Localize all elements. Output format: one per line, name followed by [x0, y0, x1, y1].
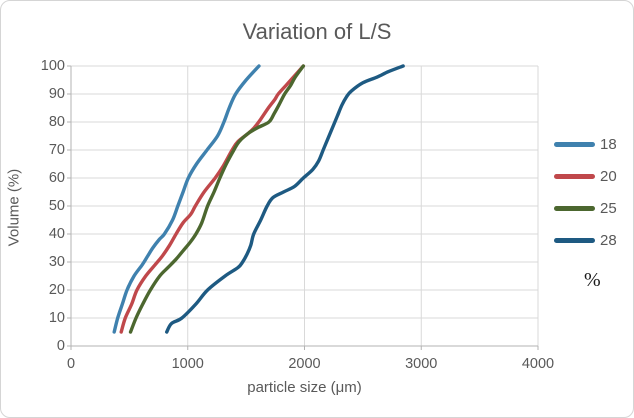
x-tick-label: 4000 — [521, 356, 555, 372]
legend-item-18: 18 — [554, 135, 617, 153]
y-tick-label: 90 — [48, 86, 65, 102]
chart-title: Variation of L/S — [242, 19, 392, 44]
y-tick-label: 40 — [48, 226, 65, 242]
legend-line-swatch — [554, 173, 595, 179]
x-tick-label: 3000 — [405, 356, 438, 372]
series-line-28 — [165, 64, 405, 334]
y-tick-label: 80 — [48, 114, 65, 130]
legend-item-28: 28 — [554, 231, 617, 249]
series-line-25 — [128, 64, 306, 334]
x-tick-label: 2000 — [288, 356, 321, 372]
y-tick-label: 20 — [48, 282, 65, 298]
y-tick-label: 70 — [48, 142, 65, 158]
y-tick-label: 50 — [48, 198, 65, 214]
legend-label: 20 — [600, 167, 617, 185]
y-tick-label: 0 — [56, 338, 65, 354]
legend-label: 25 — [600, 199, 617, 217]
legend-item-20: 20 — [554, 167, 617, 185]
legend-label: 28 — [600, 231, 617, 249]
y-tick-label: 100 — [40, 58, 65, 74]
legend-line-swatch — [554, 141, 595, 147]
y-tick-label: 30 — [48, 254, 65, 270]
legend-percent-label: % — [584, 269, 601, 291]
legend-label: 18 — [600, 135, 617, 153]
series-line-18 — [112, 64, 261, 334]
legend: 18 20 25 28% — [554, 135, 617, 292]
x-axis-title: particle size (μm) — [247, 379, 362, 396]
legend-line-swatch — [554, 237, 595, 243]
legend-line-swatch — [554, 205, 595, 211]
x-tick-label: 1000 — [171, 356, 204, 372]
y-tick-label: 10 — [48, 310, 65, 326]
y-tick-label: 60 — [48, 170, 65, 186]
legend-item-25: 25 — [554, 199, 617, 217]
x-tick-label: 0 — [66, 356, 76, 372]
series-line-20 — [119, 64, 306, 334]
